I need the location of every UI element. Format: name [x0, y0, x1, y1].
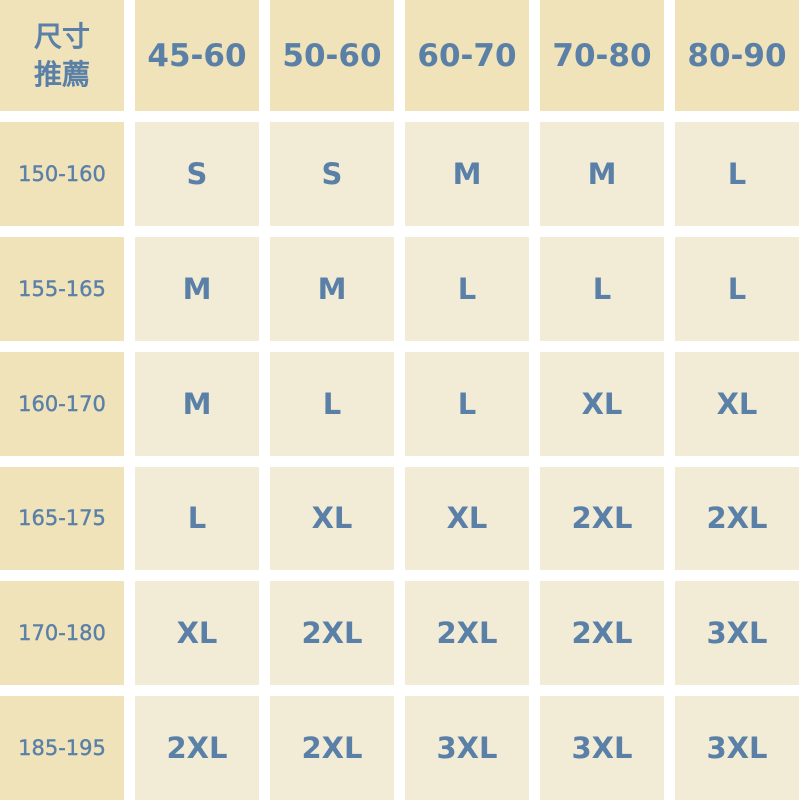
size-cell: M: [135, 236, 259, 341]
column-header: 50-60: [270, 0, 394, 111]
size-cell: S: [135, 122, 259, 226]
size-cell: 2XL: [405, 581, 529, 686]
row-header: 170-180: [0, 581, 124, 686]
size-cell: 2XL: [270, 696, 394, 800]
size-cell: L: [675, 122, 799, 226]
size-cell: 3XL: [675, 581, 799, 686]
column-header: 60-70: [405, 0, 529, 111]
size-cell: 3XL: [540, 696, 664, 800]
size-cell: L: [135, 466, 259, 571]
row-header: 150-160: [0, 122, 124, 226]
column-header: 70-80: [540, 0, 664, 111]
row-header: 155-165: [0, 236, 124, 341]
size-cell: L: [405, 351, 529, 456]
column-header: 45-60: [135, 0, 259, 111]
size-cell: S: [270, 122, 394, 226]
size-cell: M: [270, 236, 394, 341]
size-cell: L: [405, 236, 529, 341]
size-cell: 2XL: [270, 581, 394, 686]
size-cell: M: [540, 122, 664, 226]
size-cell: XL: [135, 581, 259, 686]
row-header: 185-195: [0, 696, 124, 800]
row-header: 160-170: [0, 351, 124, 456]
size-cell: 2XL: [675, 466, 799, 571]
size-cell: 2XL: [540, 466, 664, 571]
size-cell: XL: [540, 351, 664, 456]
size-cell: L: [540, 236, 664, 341]
size-cell: XL: [675, 351, 799, 456]
size-cell: 3XL: [405, 696, 529, 800]
corner-line-2: 推薦: [33, 57, 90, 91]
row-header: 165-175: [0, 466, 124, 571]
corner-header: 尺寸 推薦: [0, 0, 124, 111]
size-cell: 2XL: [540, 581, 664, 686]
size-cell: 2XL: [135, 696, 259, 800]
size-cell: 3XL: [675, 696, 799, 800]
size-cell: M: [135, 351, 259, 456]
column-header: 80-90: [675, 0, 799, 111]
size-cell: L: [675, 236, 799, 341]
size-cell: XL: [405, 466, 529, 571]
size-cell: L: [270, 351, 394, 456]
size-cell: M: [405, 122, 529, 226]
corner-line-1: 尺寸: [33, 19, 90, 53]
size-cell: XL: [270, 466, 394, 571]
